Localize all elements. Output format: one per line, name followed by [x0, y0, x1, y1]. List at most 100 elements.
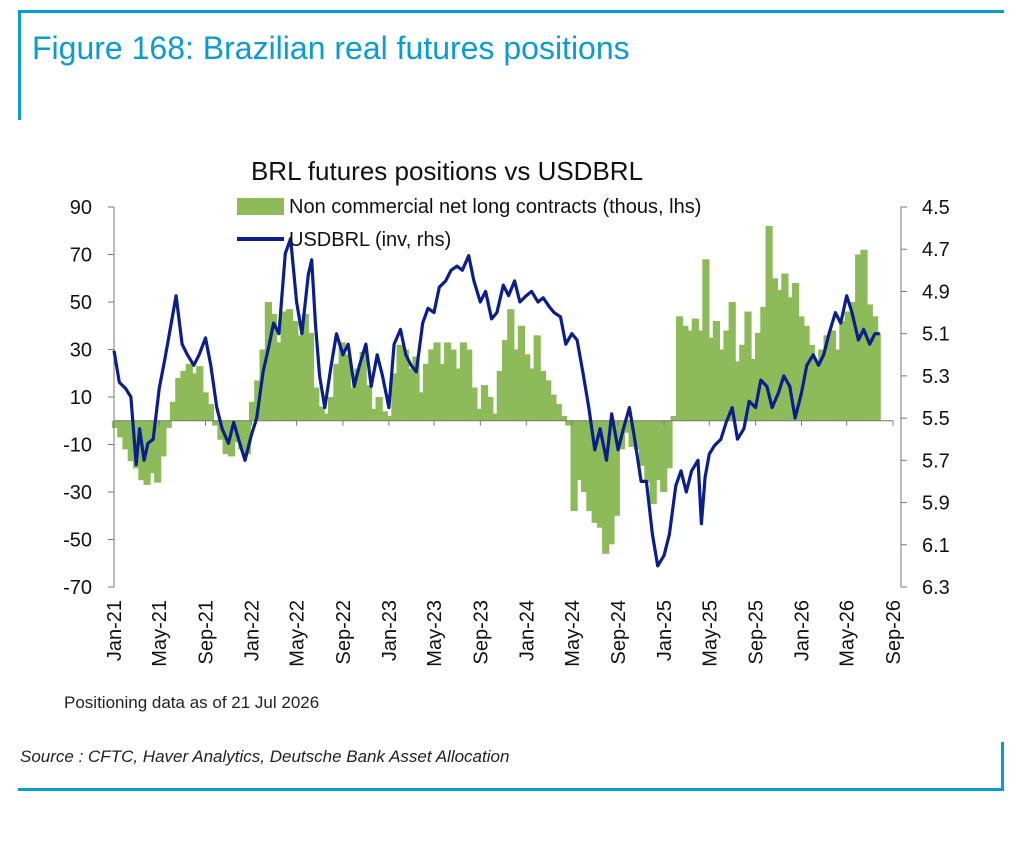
- bar: [718, 349, 726, 421]
- axes: 90 70 50 30 10 -10 -30 -50 -70 4.5 4.7 4.9 5.1 5.3 5.5…: [63, 197, 950, 667]
- bar: [111, 420, 120, 428]
- x-tick-label: Jan-21: [104, 600, 126, 661]
- bar: [164, 420, 172, 428]
- x-tick-label: Jan-24: [516, 600, 538, 661]
- bar-series: [111, 226, 881, 554]
- bar: [533, 335, 541, 421]
- bar: [438, 363, 446, 421]
- bar: [264, 302, 272, 421]
- left-tick-label: 30: [70, 340, 92, 362]
- bar: [507, 309, 515, 421]
- x-tick-label: Jan-22: [241, 600, 263, 661]
- bar: [117, 420, 125, 438]
- left-tick-label: -10: [63, 435, 92, 457]
- bar: [707, 337, 715, 421]
- bar: [728, 302, 736, 421]
- x-tick-label: Jan-23: [379, 600, 401, 661]
- bar: [623, 420, 631, 433]
- bar: [317, 406, 325, 421]
- bar: [818, 349, 826, 421]
- bar: [301, 313, 309, 421]
- bar: [554, 404, 562, 421]
- bar: [844, 311, 852, 421]
- bar: [401, 349, 409, 421]
- frame-right-rule: [1001, 742, 1004, 791]
- bar: [422, 363, 431, 421]
- bar: [654, 420, 662, 481]
- bar: [739, 344, 747, 421]
- bar: [586, 420, 594, 512]
- x-tick-label: Sep-26: [883, 600, 905, 665]
- frame-bottom-rule: [18, 788, 1004, 791]
- bar: [354, 368, 362, 421]
- bar: [396, 344, 404, 421]
- x-tick-label: May-23: [424, 600, 446, 667]
- bar: [475, 408, 483, 421]
- frame-top-rule: [18, 10, 1004, 13]
- bar: [807, 344, 815, 421]
- bar: [480, 385, 489, 421]
- bar: [538, 370, 547, 421]
- bar: [686, 330, 694, 421]
- bar: [765, 226, 773, 421]
- bar: [744, 311, 752, 421]
- bar: [591, 420, 599, 523]
- bar: [712, 321, 720, 421]
- right-tick-label: 5.9: [922, 493, 950, 515]
- bar: [322, 413, 330, 421]
- bar: [454, 368, 462, 421]
- left-tick-label: 50: [70, 292, 92, 314]
- bar: [375, 397, 383, 421]
- bar: [649, 420, 657, 504]
- bar: [723, 330, 731, 421]
- bar: [560, 416, 568, 421]
- bar: [697, 330, 705, 421]
- usdbrl-line: [112, 237, 880, 568]
- bar: [169, 401, 178, 421]
- bar: [391, 373, 399, 421]
- bar: [407, 368, 415, 421]
- bar: [470, 387, 478, 421]
- bar: [227, 420, 236, 457]
- bar: [349, 387, 357, 421]
- bar: [544, 380, 552, 421]
- bar: [681, 325, 689, 421]
- bar: [565, 420, 573, 426]
- figure-title: Figure 168: Brazilian real futures posit…: [32, 30, 630, 66]
- bar: [496, 370, 504, 421]
- bar: [860, 249, 868, 421]
- bar: [670, 416, 678, 421]
- bar: [581, 420, 589, 493]
- x-tick-label: Jan-25: [654, 600, 676, 661]
- bar: [797, 316, 805, 421]
- bar: [675, 316, 684, 421]
- bar: [602, 420, 610, 554]
- bar: [428, 349, 436, 421]
- bar: [291, 321, 299, 421]
- bar: [380, 411, 388, 421]
- bar: [312, 387, 320, 421]
- bar: [191, 373, 199, 421]
- bar: [412, 356, 420, 421]
- bar: [285, 309, 294, 421]
- legend-line-label: USDBRL (inv, rhs): [289, 229, 451, 251]
- bar: [749, 359, 757, 421]
- bar: [528, 368, 536, 421]
- frame-left-rule: [18, 10, 21, 120]
- bar: [328, 397, 336, 421]
- bar: [839, 321, 847, 421]
- right-tick-label: 4.9: [922, 281, 950, 303]
- bar: [201, 392, 209, 421]
- bar: [691, 318, 699, 421]
- bar: [238, 420, 246, 450]
- right-tick-label: 5.5: [922, 408, 950, 430]
- legend-bar-swatch: [237, 198, 284, 215]
- bar: [612, 420, 620, 516]
- left-tick-label: 70: [70, 245, 92, 267]
- bar: [243, 420, 251, 455]
- bar: [259, 349, 267, 421]
- bar: [465, 349, 473, 421]
- legend: Non commercial net long contracts (thous…: [237, 196, 701, 251]
- bar: [791, 283, 800, 421]
